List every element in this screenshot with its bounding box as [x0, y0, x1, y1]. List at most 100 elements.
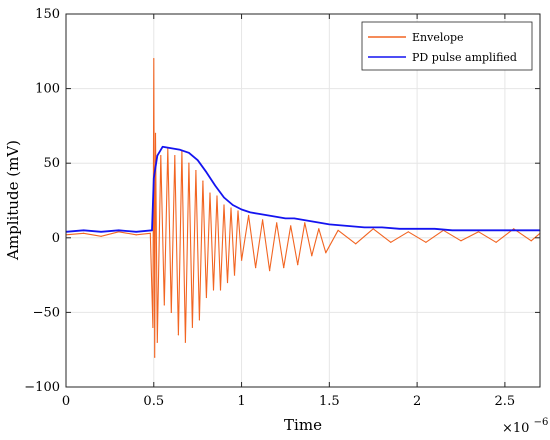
series-point — [255, 267, 257, 269]
legend: Envelope PD pulse amplified — [361, 21, 533, 71]
series-point — [151, 229, 153, 231]
series-point — [205, 296, 208, 299]
series-point — [156, 155, 158, 157]
series-point — [152, 326, 154, 328]
legend-label-envelope: Envelope — [412, 31, 464, 44]
series-point — [504, 229, 506, 231]
series-point — [495, 241, 497, 243]
series-point — [425, 241, 427, 243]
x-axis-multiplier: ×10 −6 — [502, 417, 548, 436]
series-line-pd-pulse-amplified — [65, 145, 540, 233]
series-point — [276, 216, 278, 218]
series-point — [247, 214, 250, 217]
series-point — [269, 270, 271, 272]
series-point — [191, 326, 193, 328]
series-point — [486, 229, 488, 231]
series-point — [521, 229, 524, 231]
series-point — [82, 232, 85, 234]
x-tick-label: 0.5 — [143, 394, 164, 409]
series-point — [154, 356, 156, 358]
plot-area — [65, 58, 541, 358]
y-axis-label: Amplitude (mV) — [4, 140, 22, 261]
series-point — [460, 240, 462, 242]
series-point — [135, 231, 137, 233]
series-point — [232, 204, 234, 206]
x-tick-label: 0 — [62, 394, 70, 409]
series-point — [240, 208, 243, 211]
y-tick-label: 0 — [52, 231, 60, 246]
series-point — [226, 281, 229, 284]
series-point — [434, 228, 436, 230]
x-tick-label: 2.5 — [495, 394, 516, 409]
y-tick-label: 150 — [35, 7, 60, 22]
series-point — [149, 232, 151, 234]
series-point — [118, 231, 120, 233]
series-point — [262, 219, 264, 221]
series-point — [160, 155, 162, 157]
series-point — [214, 184, 216, 187]
y-tick-label: 50 — [43, 156, 60, 171]
series-point — [153, 177, 155, 179]
series-point — [219, 289, 222, 291]
x-tick-label: 1.5 — [319, 394, 340, 409]
series-point — [276, 222, 278, 224]
x-multiplier-exponent: −6 — [534, 417, 549, 428]
series-point — [355, 243, 357, 245]
series-point — [198, 319, 201, 321]
series-point — [363, 226, 366, 228]
series-point — [337, 229, 339, 231]
series-point — [290, 225, 292, 227]
series-point — [153, 58, 155, 60]
series-point — [163, 304, 165, 306]
series-point — [407, 231, 409, 233]
series-point — [154, 132, 157, 134]
series-point — [284, 217, 287, 220]
series-point — [451, 229, 453, 231]
series-point — [283, 267, 285, 269]
series-point — [202, 180, 204, 182]
series-point — [100, 231, 102, 233]
x-axis-label: Time — [284, 416, 322, 434]
series-point — [118, 229, 120, 231]
series-point — [237, 210, 239, 212]
series-point — [325, 252, 327, 254]
series-point — [258, 213, 260, 215]
series-point — [240, 259, 243, 261]
series-point — [156, 341, 158, 343]
x-tick-label: 2 — [413, 394, 421, 409]
series-point — [304, 222, 306, 224]
legend-label-pd-pulse: PD pulse amplified — [412, 51, 517, 64]
series-point — [177, 334, 179, 336]
series-point — [293, 217, 295, 220]
series-point — [302, 219, 304, 221]
series-point — [249, 211, 251, 214]
series-point — [416, 228, 418, 230]
series-point — [513, 228, 515, 230]
series-point — [311, 220, 313, 222]
x-tick-label: 1 — [237, 394, 245, 409]
series-point — [82, 229, 85, 231]
ticks: 0 0.5 1 1.5 2 2.5 −100 −50 0 50 100 150 — [24, 7, 540, 409]
series-point — [209, 192, 211, 194]
series-point — [477, 231, 480, 233]
series-point — [372, 228, 374, 230]
series-point — [319, 222, 322, 224]
series-point — [346, 225, 348, 227]
series-point — [469, 229, 471, 231]
series-point — [188, 152, 190, 154]
x-multiplier-base: ×10 — [502, 421, 529, 436]
legend-box — [361, 21, 533, 71]
series-point — [530, 240, 532, 242]
series-point — [311, 255, 313, 257]
series-point — [223, 196, 225, 199]
series-point — [381, 226, 383, 228]
axes-frame — [65, 13, 541, 388]
series-point — [318, 228, 320, 230]
series-point — [267, 214, 269, 217]
series-point — [223, 204, 225, 206]
series-point — [230, 207, 232, 209]
series-point — [161, 146, 164, 148]
y-tick-label: −50 — [33, 305, 60, 320]
series-point — [197, 159, 199, 161]
